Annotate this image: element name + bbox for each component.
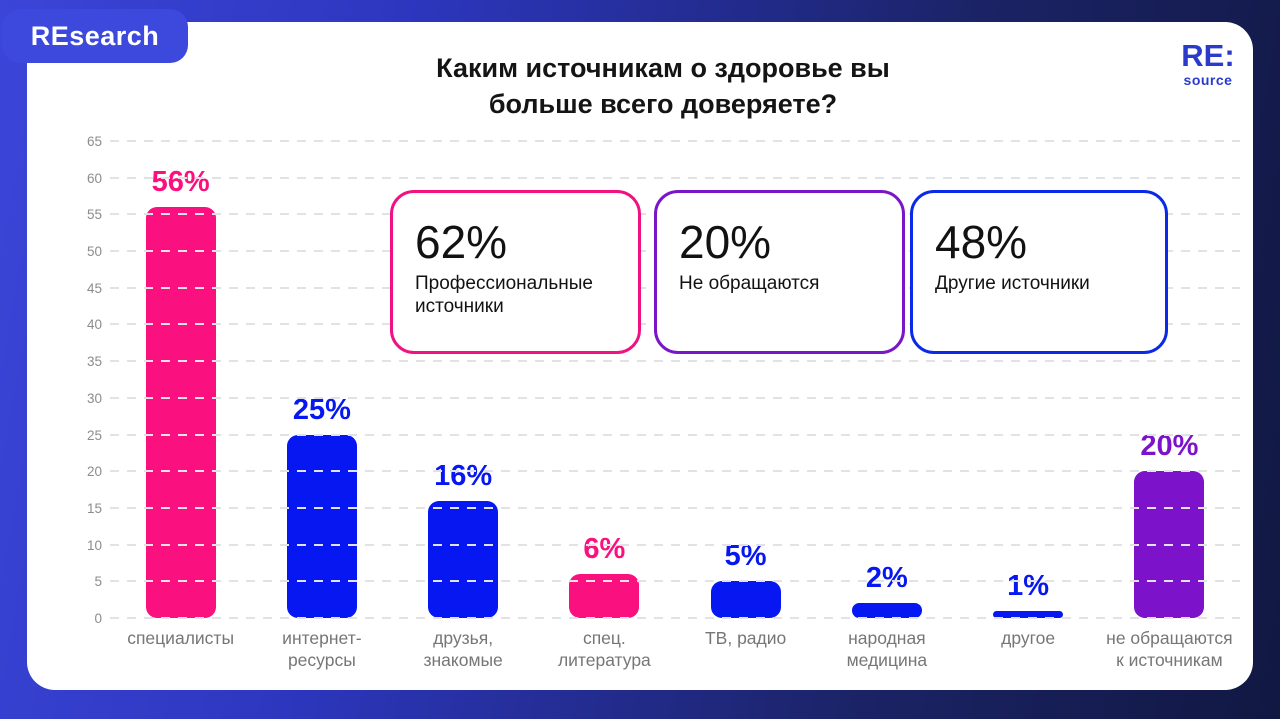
y-axis-tick-label: 25	[86, 427, 102, 443]
gridline	[110, 140, 1240, 142]
y-axis-tick-label: 20	[86, 464, 102, 480]
callout-no-sources: 20% Не обращаются	[654, 190, 905, 354]
y-axis-tick-label: 30	[86, 390, 102, 406]
gridline	[110, 396, 1240, 399]
bar	[428, 500, 499, 618]
bar	[710, 581, 781, 618]
x-axis-category-label: ТВ, радио	[704, 628, 787, 648]
bar-value-label: 2%	[865, 562, 908, 595]
brand-logo-sub: source	[1183, 72, 1233, 88]
bar-value-label: 20%	[1140, 430, 1199, 463]
bar-value-label: 1%	[1007, 569, 1050, 602]
y-axis-tick-label: 0	[94, 611, 102, 626]
y-axis-tick-label: 40	[86, 317, 102, 333]
bar-value-label: 16%	[434, 459, 493, 492]
callout-label: Профессиональные источники	[415, 272, 593, 318]
bar-column: 1%	[958, 141, 1099, 618]
x-axis-labels: специалисты интернет- ресурсы друзья, знак…	[110, 628, 1240, 672]
plot-area: 56% 25% 16% 6% 5% 2% 1% 20% 65 60 55 50 45 40 35 30 25 2…	[87, 134, 1240, 626]
x-axis-category-label: другое	[1001, 628, 1056, 648]
chart-title: Каким источникам о здоровье вы больше вс…	[436, 53, 890, 120]
gridline	[110, 433, 1240, 436]
callout-value: 62%	[415, 216, 508, 268]
bars-container: 56% 25% 16% 6% 5% 2% 1% 20%	[110, 141, 1240, 618]
gridline	[110, 176, 1240, 179]
y-axis-tick-label: 10	[86, 537, 102, 553]
bar	[851, 603, 922, 618]
brand-badge: REsearch	[2, 9, 188, 63]
bar-value-label: 6%	[583, 532, 626, 565]
brand-badge-label: REsearch	[30, 20, 160, 51]
y-axis-tick-label: 5	[94, 574, 102, 590]
gridline	[110, 580, 1240, 583]
callout-label: Другие источники	[935, 272, 1090, 294]
x-axis-category-label: специалисты	[127, 628, 235, 648]
brand-logo: RE: source	[1178, 40, 1238, 88]
bar-value-label: 56%	[151, 166, 210, 199]
y-axis-tick-label: 45	[86, 280, 102, 296]
x-axis-category-label: не обращаются к источникам	[1106, 628, 1233, 670]
callout-value: 20%	[679, 216, 772, 268]
bar	[145, 207, 216, 618]
y-axis-tick-label: 35	[86, 354, 102, 370]
bar-column: 2%	[816, 141, 957, 618]
y-axis-tick-label: 60	[86, 170, 102, 186]
y-axis-tick-label: 65	[86, 134, 102, 149]
callout-label: Не обращаются	[679, 272, 820, 294]
x-axis-category-label: интернет- ресурсы	[282, 628, 362, 670]
gridline	[110, 506, 1240, 509]
callout-professional-sources: 62% Профессиональные источники	[390, 190, 641, 354]
bar-column: 56%	[110, 141, 251, 618]
bar-value-label: 5%	[724, 540, 767, 573]
y-axis-tick-label: 55	[86, 207, 102, 223]
bar	[993, 610, 1064, 618]
bar-column: 16%	[393, 141, 534, 618]
x-axis-category-label: народная медицина	[846, 628, 928, 670]
bar-value-label: 25%	[292, 393, 351, 426]
callout-value: 48%	[935, 216, 1028, 268]
gridline	[110, 360, 1240, 363]
gridline	[110, 543, 1240, 546]
gridline	[110, 470, 1240, 473]
y-axis-tick-label: 50	[86, 244, 102, 260]
callout-other-sources: 48% Другие источники	[910, 190, 1168, 354]
x-axis-category-label: спец. литература	[557, 628, 651, 670]
x-axis-category-label: друзья, знакомые	[423, 628, 503, 670]
bar	[286, 434, 357, 618]
bar-column: 25%	[251, 141, 392, 618]
content-card	[27, 22, 1253, 690]
bar-column: 5%	[675, 141, 816, 618]
gridline	[110, 617, 1240, 619]
y-axis-tick-label: 15	[86, 500, 102, 516]
brand-logo-main: RE:	[1181, 38, 1235, 73]
